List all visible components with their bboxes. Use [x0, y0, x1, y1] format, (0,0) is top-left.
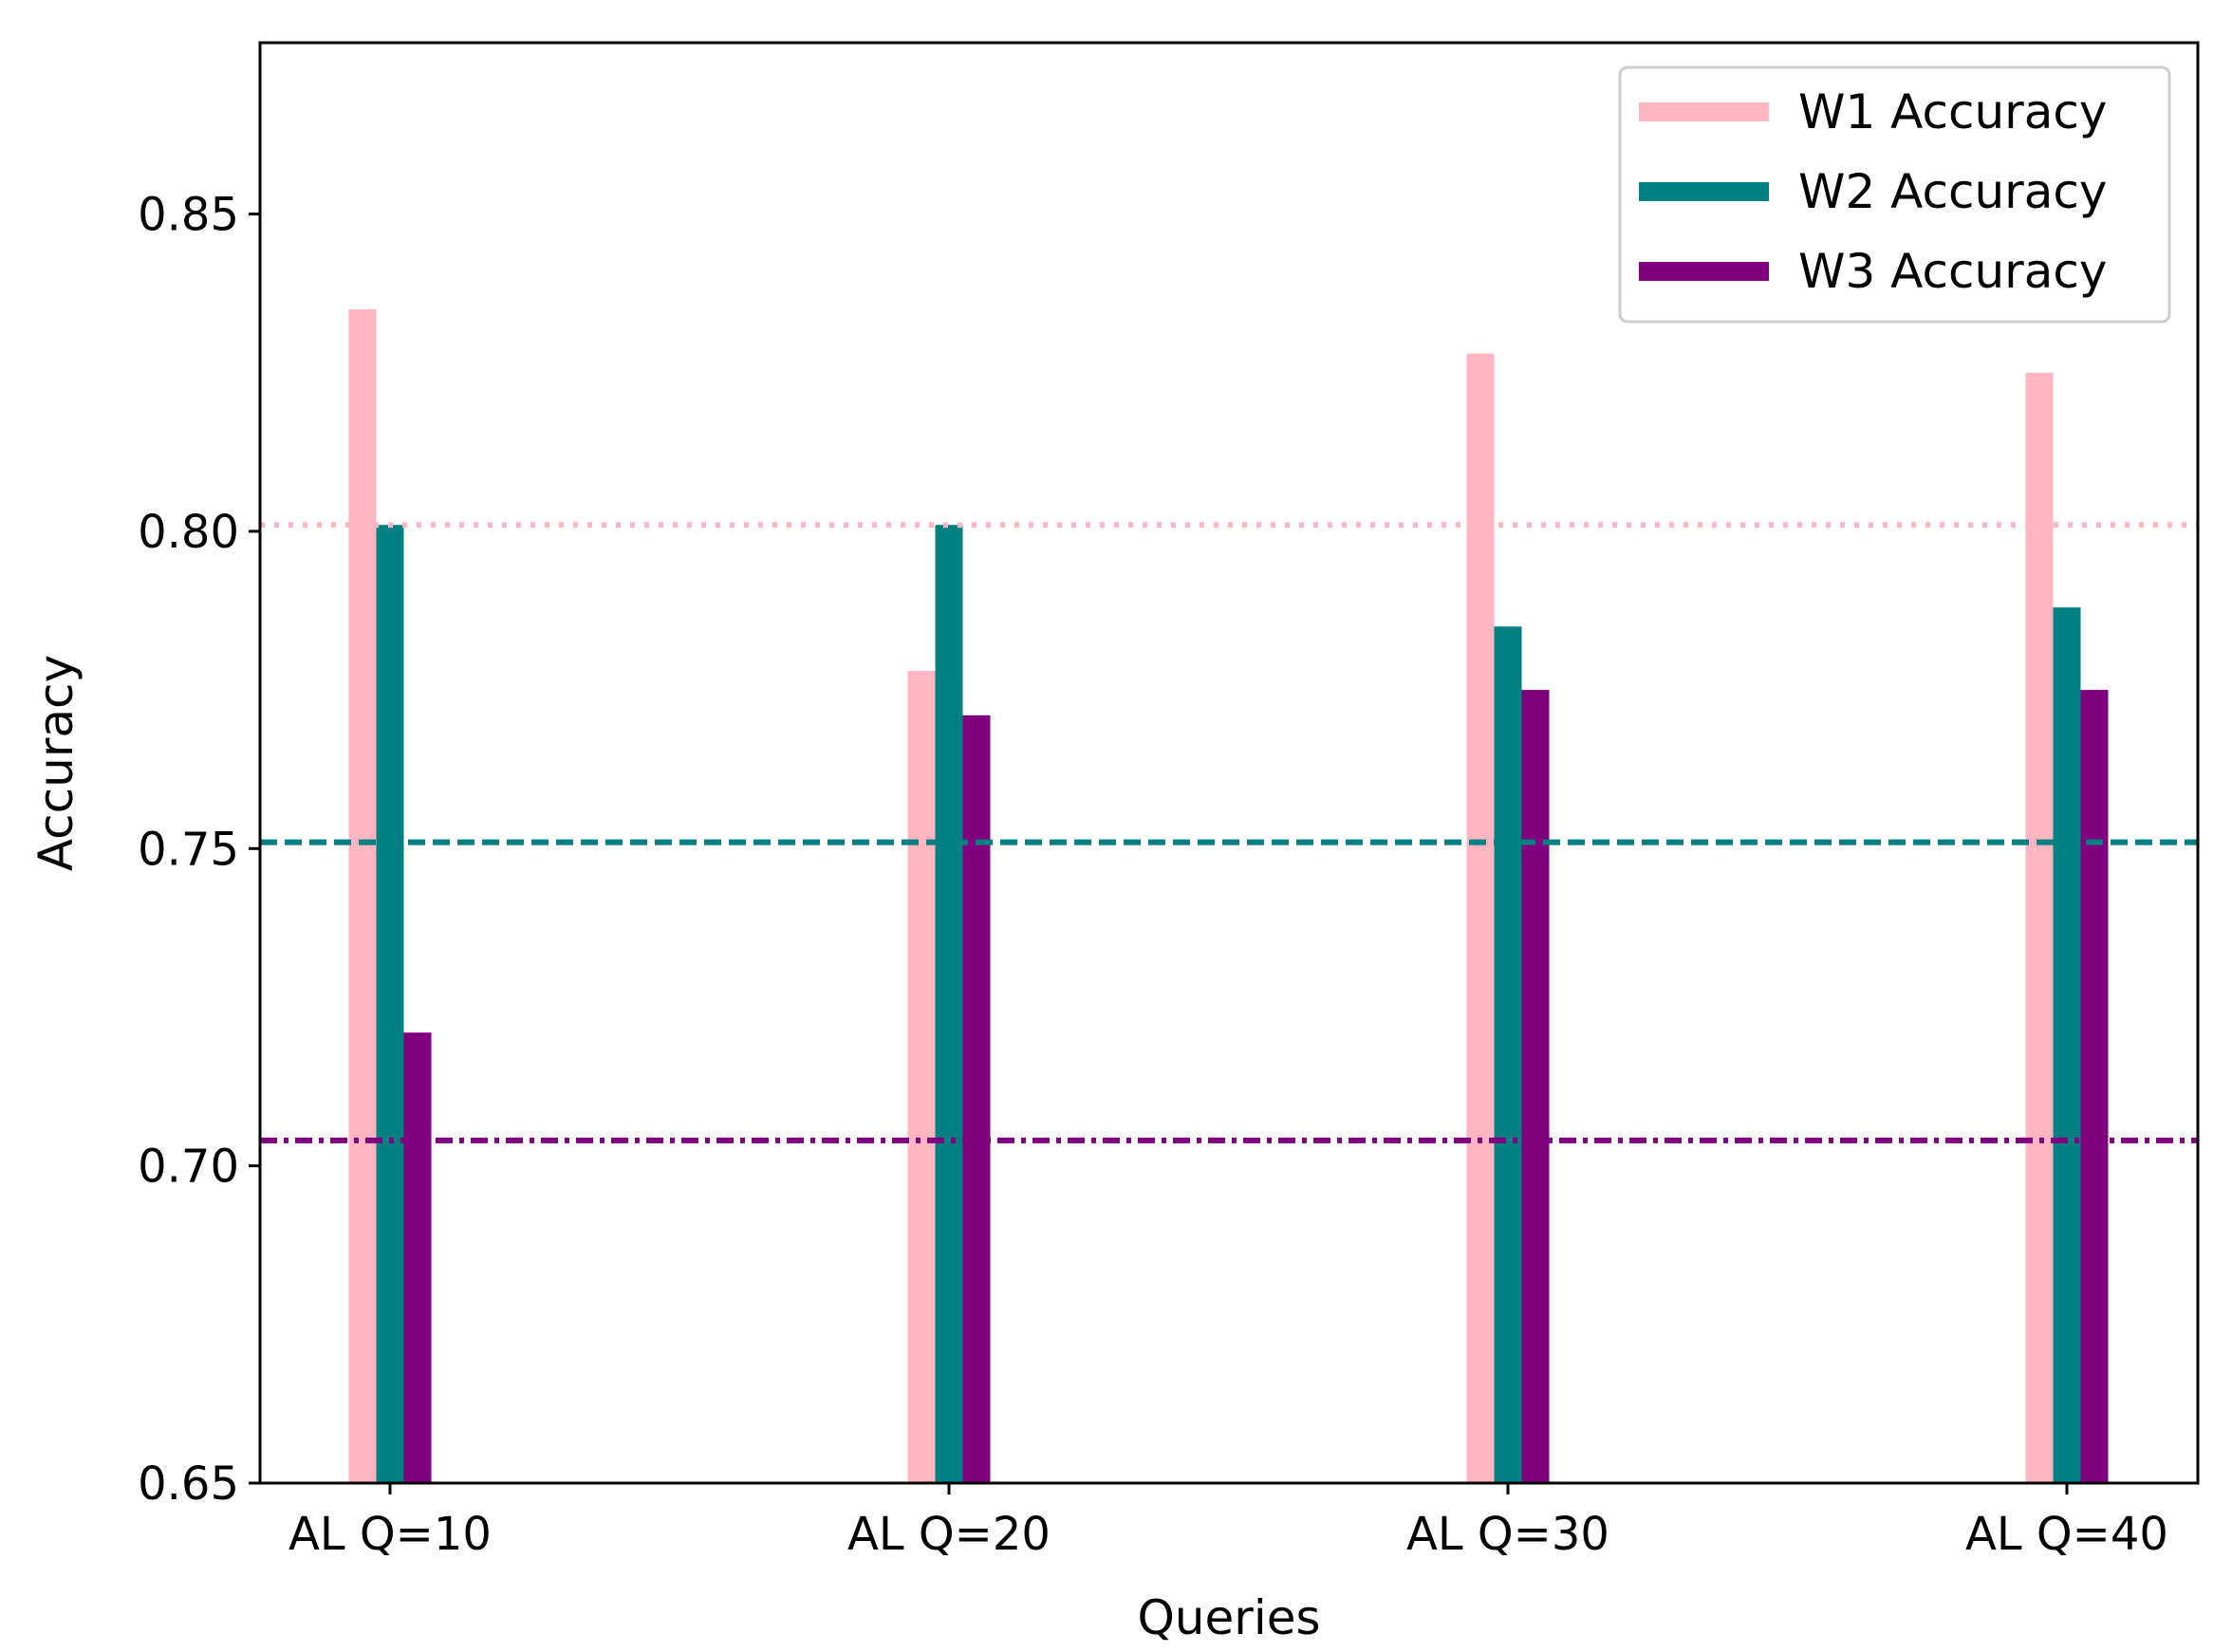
y-axis-ticks: 0.65 0.70 0.75 0.80 0.85 [138, 189, 260, 1511]
x-axis-label: Queries [1137, 1590, 1320, 1645]
bar-w1-accuracy-al-q-20 [907, 671, 936, 1483]
reference-lines [260, 522, 2198, 1143]
y-tick-label: 0.65 [138, 1457, 239, 1511]
bar-w3-accuracy-al-q-10 [403, 1032, 432, 1483]
y-tick-label: 0.80 [138, 506, 239, 559]
bar-w3-accuracy-al-q-20 [962, 715, 991, 1483]
x-tick-label: AL Q=40 [1965, 1508, 2168, 1561]
y-tick-label: 0.85 [138, 189, 239, 242]
bar-w1-accuracy-al-q-40 [2025, 372, 2054, 1483]
bar-w2-accuracy-al-q-10 [376, 525, 404, 1483]
y-axis-label: Accuracy [28, 655, 84, 871]
x-tick-label: AL Q=30 [1406, 1508, 1609, 1561]
bar-w2-accuracy-al-q-30 [1494, 626, 1522, 1483]
bar-w1-accuracy-al-q-30 [1466, 353, 1495, 1483]
legend-label: W3 Accuracy [1798, 244, 2107, 299]
legend-swatch [1639, 262, 1769, 281]
legend-label: W2 Accuracy [1798, 164, 2107, 219]
axes-frame [258, 41, 2200, 1485]
y-tick-label: 0.75 [138, 823, 239, 876]
legend-swatch [1639, 182, 1769, 201]
x-tick-label: AL Q=10 [288, 1508, 492, 1561]
y-tick-label: 0.70 [138, 1141, 239, 1194]
legend-label: W1 Accuracy [1798, 84, 2107, 139]
x-tick-label: AL Q=20 [847, 1508, 1051, 1561]
plot-area [348, 308, 2109, 1484]
bar-w3-accuracy-al-q-30 [1521, 690, 1550, 1483]
legend-box [1618, 65, 2171, 324]
bar-w2-accuracy-al-q-20 [935, 525, 963, 1483]
legend: W1 Accuracy W2 Accuracy W3 Accuracy [1618, 65, 2171, 324]
axes [258, 41, 2200, 1485]
legend-swatch [1639, 102, 1769, 121]
bar-w1-accuracy-al-q-10 [348, 308, 377, 1484]
bar-w2-accuracy-al-q-40 [2053, 607, 2081, 1483]
bar-w3-accuracy-al-q-40 [2080, 690, 2109, 1483]
x-axis-ticks: AL Q=10 AL Q=20 AL Q=30 AL Q=40 [288, 1483, 2168, 1561]
